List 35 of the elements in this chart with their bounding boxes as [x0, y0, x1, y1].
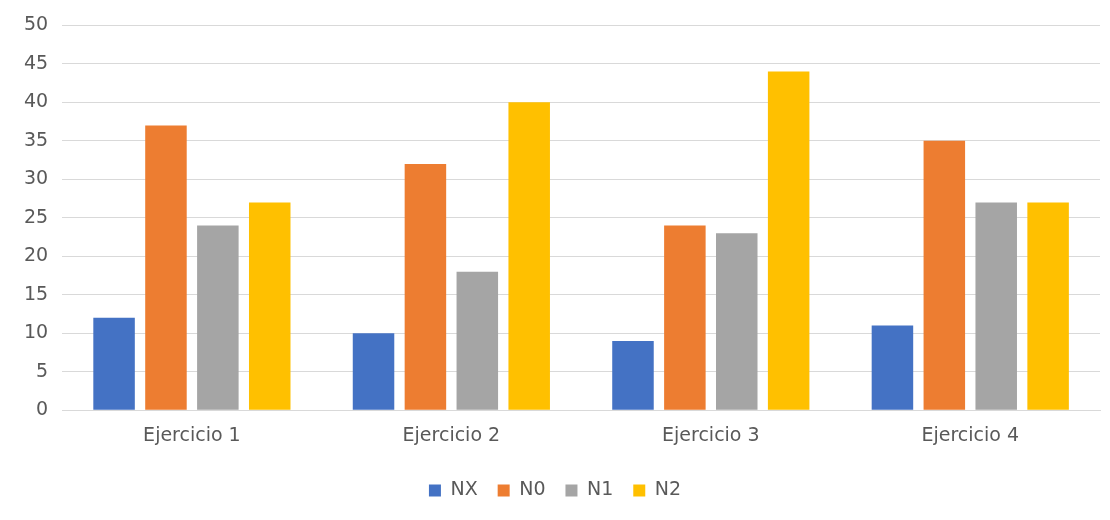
x-tick-label: Ejercicio 3	[662, 422, 760, 445]
legend-label: NX	[450, 477, 478, 500]
bar	[404, 163, 447, 410]
y-tick-label: 0	[36, 397, 49, 420]
legend-label: N2	[654, 477, 682, 500]
bar	[664, 225, 706, 410]
bar	[923, 140, 966, 410]
y-tick-label: 35	[23, 127, 49, 150]
bar	[1027, 202, 1069, 410]
y-tick-label: 40	[23, 89, 49, 112]
y-tick-label: 20	[23, 243, 49, 266]
x-tick-label: Ejercicio 1	[143, 422, 241, 445]
bar	[871, 325, 914, 410]
bar	[93, 317, 135, 410]
bar	[767, 71, 810, 410]
bar	[248, 202, 291, 410]
bar	[716, 233, 758, 410]
y-tick-label: 15	[23, 281, 49, 304]
bar	[612, 340, 654, 410]
bar	[456, 271, 499, 410]
x-tick-label: Ejercicio 4	[921, 422, 1020, 445]
bar	[352, 333, 395, 410]
legend-label: N1	[586, 477, 614, 500]
legend-label: N0	[519, 477, 546, 500]
bar	[508, 102, 550, 410]
bar	[197, 225, 239, 410]
y-tick-label: 50	[23, 12, 49, 35]
bar	[145, 125, 187, 410]
bar	[975, 202, 1017, 410]
x-tick-label: Ejercicio 2	[402, 422, 501, 445]
y-tick-label: 5	[36, 358, 49, 381]
y-tick-label: 30	[23, 166, 49, 189]
y-tick-label: 10	[23, 320, 49, 343]
y-tick-label: 25	[23, 204, 49, 227]
y-tick-label: 45	[23, 50, 49, 73]
